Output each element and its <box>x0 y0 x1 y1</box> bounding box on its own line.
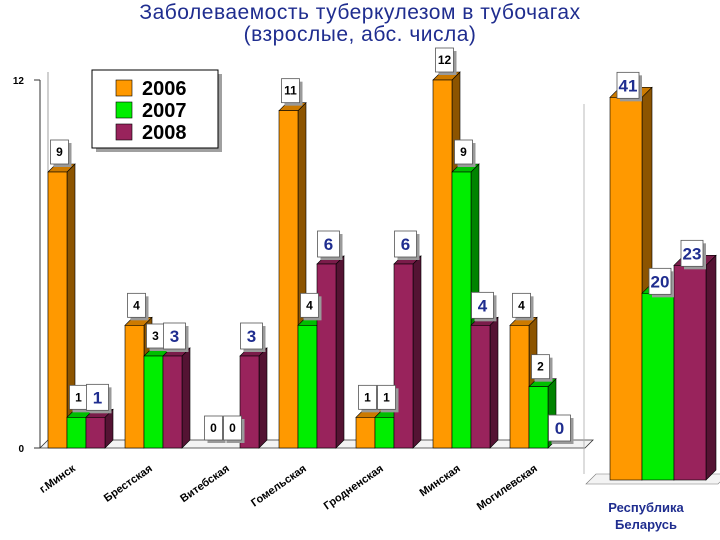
data-label-2007-4: 1 <box>377 384 399 413</box>
svg-text:1: 1 <box>75 390 82 404</box>
data-label-2007-6: 2 <box>531 354 553 382</box>
data-label-2006-4: 1 <box>358 384 380 413</box>
svg-text:3: 3 <box>247 327 256 346</box>
bar-2008-1 <box>162 347 191 449</box>
data-label-2007-2: 0 <box>223 415 245 443</box>
bar2-2008 <box>673 254 717 481</box>
data-label-2008-0: 1 <box>86 383 112 414</box>
svg-text:4: 4 <box>133 298 140 312</box>
svg-text:9: 9 <box>460 145 467 159</box>
chart-title: Заболеваемость туберкулезом в тубочагах … <box>0 2 720 46</box>
y-tick-label-0: 0 <box>18 444 24 455</box>
chart-title-line1: Заболеваемость туберкулезом в тубочагах <box>139 1 581 24</box>
x-tick-label-1: Брестская <box>102 463 155 505</box>
svg-text:4: 4 <box>478 296 488 315</box>
legend-swatch-2006 <box>115 79 133 97</box>
bar-2008-3 <box>316 255 345 449</box>
x-tick-label-2: Витебская <box>178 463 231 505</box>
legend-swatch-2008 <box>115 123 133 141</box>
svg-text:1: 1 <box>93 388 102 407</box>
svg-text:6: 6 <box>401 235 410 254</box>
data-label2-2007: 20 <box>648 267 674 298</box>
data-label-2006-5: 12 <box>435 47 457 75</box>
data-label2-2008: 23 <box>680 239 706 270</box>
data-label-2008-5: 4 <box>471 291 497 322</box>
legend-label-2006: 2006 <box>142 78 187 100</box>
svg-text:23: 23 <box>683 244 702 263</box>
chart-title-line2: (взрослые, абс. числа) <box>243 23 477 46</box>
legend-label-2007: 2007 <box>142 100 187 122</box>
svg-text:6: 6 <box>324 235 333 254</box>
data-label-2006-1: 4 <box>127 292 149 321</box>
bar-2008-4 <box>393 255 422 449</box>
data-label-2008-2: 3 <box>240 322 266 352</box>
svg-text:20: 20 <box>651 272 670 291</box>
data-label-2006-0: 9 <box>50 139 72 167</box>
data-label-2006-2: 0 <box>204 415 226 443</box>
svg-text:1: 1 <box>383 390 390 404</box>
data-label-2008-4: 6 <box>394 230 420 260</box>
data-label-2008-6: 0 <box>548 414 574 444</box>
data-label-2006-6: 4 <box>512 292 534 321</box>
legend-swatch-2007 <box>115 101 133 119</box>
x-tick-label-3: Гомельская <box>249 463 309 510</box>
svg-text:41: 41 <box>619 76 638 95</box>
svg-text:2: 2 <box>537 360 544 374</box>
x-tick-label-4: Гродненская <box>322 463 386 513</box>
data-label-2008-3: 6 <box>317 230 343 260</box>
svg-text:4: 4 <box>306 298 313 312</box>
svg-text:0: 0 <box>555 419 564 438</box>
svg-text:11: 11 <box>284 84 297 98</box>
svg-text:9: 9 <box>56 145 63 159</box>
x-tick-label-6: Могилевская <box>475 463 540 513</box>
data-label-2008-1: 3 <box>163 322 189 352</box>
x-tick-label-2: Республика Беларусь <box>608 500 684 532</box>
x-tick-label-0: г.Минск <box>37 462 78 495</box>
data-label-2007-5: 9 <box>454 139 476 167</box>
legend-label-2008: 2008 <box>142 122 187 144</box>
data-label2-2006: 41 <box>616 71 642 102</box>
svg-text:3: 3 <box>170 327 179 346</box>
data-label-2007-3: 4 <box>300 292 322 321</box>
svg-text:4: 4 <box>518 298 525 312</box>
svg-text:0: 0 <box>210 421 217 435</box>
x-tick-label-5: Минская <box>418 463 463 500</box>
bar-2008-5 <box>470 316 499 449</box>
svg-text:0: 0 <box>229 421 236 435</box>
svg-text:12: 12 <box>438 53 452 67</box>
svg-text:1: 1 <box>364 390 371 404</box>
bar-2008-0 <box>85 408 114 449</box>
data-label-2006-3: 11 <box>281 78 303 106</box>
data-label-2007-0: 1 <box>69 384 91 413</box>
data-label-2007-1: 3 <box>146 323 168 351</box>
y-tick-label-12: 12 <box>13 76 25 87</box>
svg-text:3: 3 <box>152 329 159 343</box>
